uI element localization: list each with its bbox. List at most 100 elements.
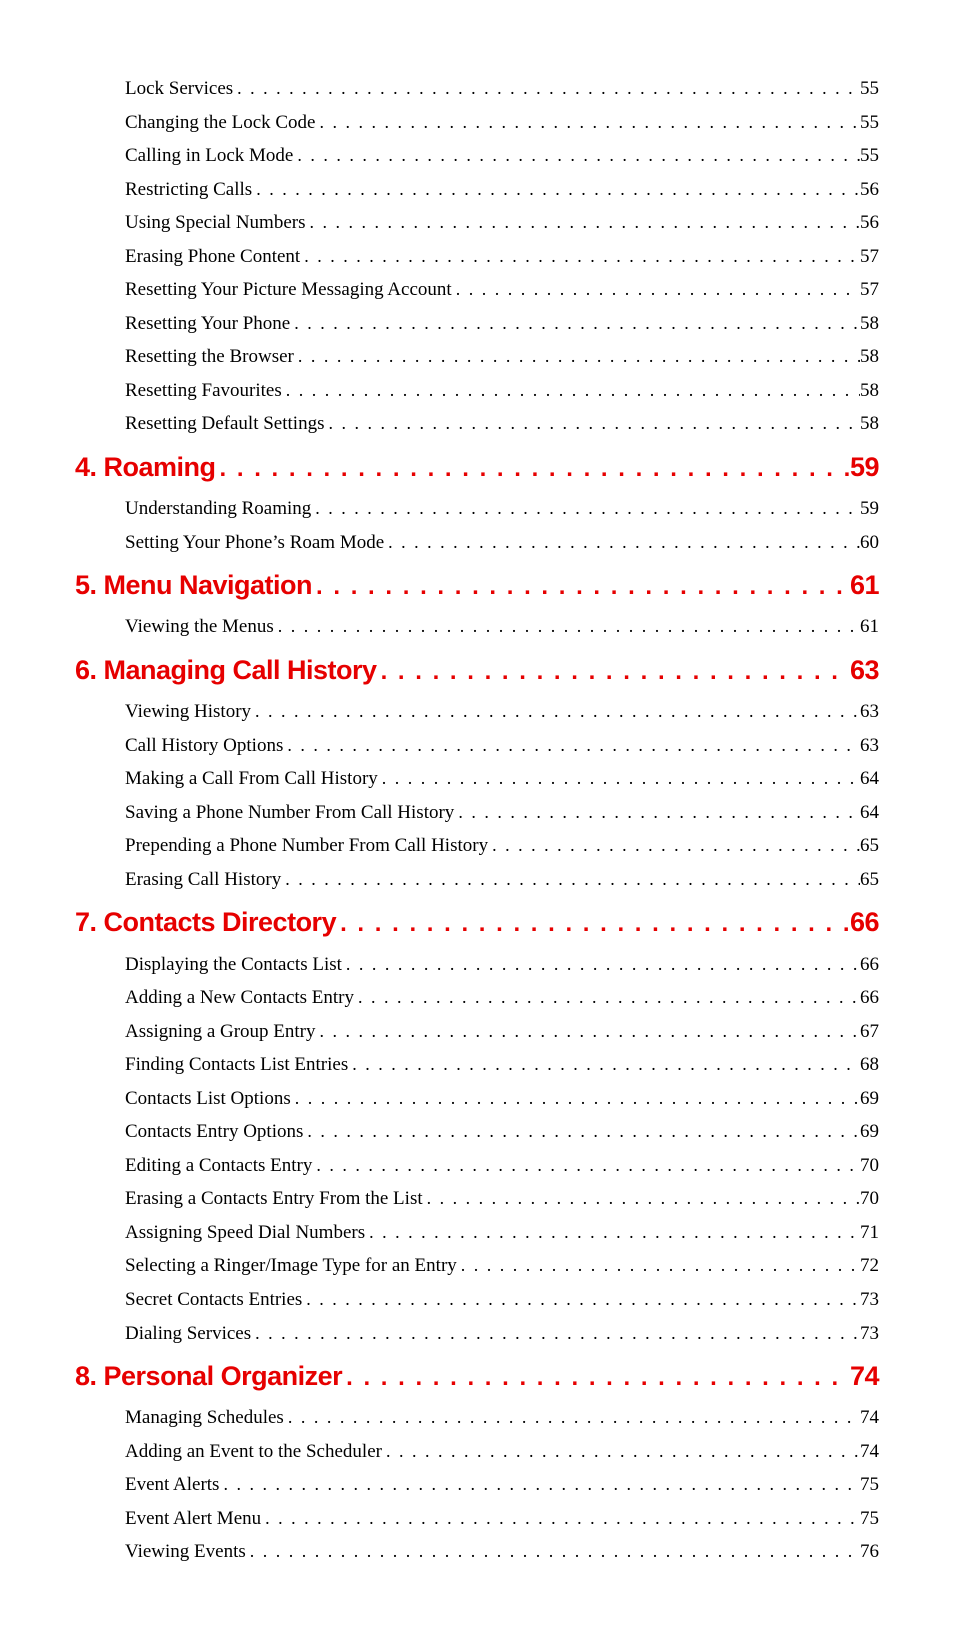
toc-leader-dots: . . . . . . . . . . . . . . . . . . . . … (312, 1152, 860, 1178)
toc-entry-label: Prepending a Phone Number From Call Hist… (125, 832, 488, 860)
toc-leader-dots: . . . . . . . . . . . . . . . . . . . . … (251, 698, 860, 724)
toc-sub-entry: Managing Schedules . . . . . . . . . . .… (75, 1404, 879, 1432)
toc-sub-entry: Assigning Speed Dial Numbers . . . . . .… (75, 1219, 879, 1247)
toc-entry-label: Assigning a Group Entry (125, 1018, 316, 1046)
toc-entry-label: Viewing Events (125, 1538, 246, 1566)
toc-sub-entry: Adding an Event to the Scheduler . . . .… (75, 1438, 879, 1466)
toc-leader-dots: . . . . . . . . . . . . . . . . . . . . … (324, 410, 860, 436)
toc-entry-page: 61 (860, 613, 879, 641)
toc-leader-dots: . . . . . . . . . . . . . . . . . . . . … (382, 1438, 860, 1464)
toc-leader-dots: . . . . . . . . . . . . . . . . . . . . … (423, 1185, 860, 1211)
toc-entry-page: 66 (860, 984, 879, 1012)
toc-sub-entry: Adding a New Contacts Entry . . . . . . … (75, 984, 879, 1012)
toc-sub-entry: Contacts List Options . . . . . . . . . … (75, 1085, 879, 1113)
toc-sub-entry: Erasing Phone Content . . . . . . . . . … (75, 243, 879, 271)
toc-entry-label: Setting Your Phone’s Roam Mode (125, 529, 384, 557)
toc-entry-page: 58 (860, 343, 879, 371)
toc-sub-entry: Erasing a Contacts Entry From the List .… (75, 1185, 879, 1213)
toc-entry-label: Calling in Lock Mode (125, 142, 293, 170)
toc-leader-dots: . . . . . . . . . . . . . . . . . . . . … (316, 1018, 860, 1044)
toc-leader-dots: . . . . . . . . . . . . . . . . . . . . … (261, 1505, 860, 1531)
toc-sub-entry: Restricting Calls . . . . . . . . . . . … (75, 176, 879, 204)
toc-sub-entry: Secret Contacts Entries . . . . . . . . … (75, 1286, 879, 1314)
toc-sub-entry: Editing a Contacts Entry . . . . . . . .… (75, 1152, 879, 1180)
toc-leader-dots: . . . . . . . . . . . . . . . . . . . . … (303, 1118, 860, 1144)
toc-leader-dots: . . . . . . . . . . . . . . . . . . . . … (233, 75, 860, 101)
toc-leader-dots: . . . . . . . . . . . . . . . . . . . . … (293, 142, 860, 168)
toc-entry-page: 69 (860, 1085, 879, 1113)
toc-entry-page: 73 (860, 1286, 879, 1314)
toc-entry-page: 75 (860, 1471, 879, 1499)
toc-sub-entry: Setting Your Phone’s Roam Mode . . . . .… (75, 529, 879, 557)
toc-leader-dots: . . . . . . . . . . . . . . . . . . . . … (300, 243, 860, 269)
toc-leader-dots: . . . . . . . . . . . . . . . . . . . . … (291, 1085, 860, 1111)
toc-leader-dots: . . . . . . . . . . . . . . . . . . . . … (246, 1538, 860, 1564)
toc-leader-dots: . . . . . . . . . . . . . . . . . . . . … (284, 1404, 860, 1430)
toc-entry-label: Editing a Contacts Entry (125, 1152, 312, 1180)
toc-entry-page: 55 (860, 109, 879, 137)
toc-entry-label: Dialing Services (125, 1320, 251, 1348)
toc-leader-dots: . . . . . . . . . . . . . . . . . . . . … (311, 495, 860, 521)
toc-entry-page: 60 (860, 529, 879, 557)
toc-leader-dots: . . . . . . . . . . . . . . . . . . . . … (282, 377, 860, 403)
toc-entry-label: Selecting a Ringer/Image Type for an Ent… (125, 1252, 457, 1280)
toc-sub-entry: Call History Options . . . . . . . . . .… (75, 732, 879, 760)
toc-entry-label: 4. Roaming (75, 448, 216, 487)
toc-entry-page: 58 (860, 377, 879, 405)
toc-entry-label: 7. Contacts Directory (75, 903, 336, 942)
toc-leader-dots: . . . . . . . . . . . . . . . . . . . . … (216, 452, 850, 487)
toc-entry-page: 56 (860, 209, 879, 237)
toc-leader-dots: . . . . . . . . . . . . . . . . . . . . … (454, 799, 860, 825)
toc-leader-dots: . . . . . . . . . . . . . . . . . . . . … (252, 176, 860, 202)
toc-entry-label: Resetting the Browser (125, 343, 294, 371)
toc-section-entry: 6. Managing Call History . . . . . . . .… (75, 651, 879, 690)
toc-entry-page: 65 (860, 866, 879, 894)
toc-list: Lock Services . . . . . . . . . . . . . … (75, 75, 879, 1566)
toc-entry-page: 63 (850, 651, 879, 690)
toc-entry-label: Contacts Entry Options (125, 1118, 303, 1146)
toc-sub-entry: Assigning a Group Entry . . . . . . . . … (75, 1018, 879, 1046)
toc-sub-entry: Changing the Lock Code . . . . . . . . .… (75, 109, 879, 137)
toc-entry-label: Erasing a Contacts Entry From the List (125, 1185, 423, 1213)
toc-page: Lock Services . . . . . . . . . . . . . … (0, 0, 954, 1647)
toc-leader-dots: . . . . . . . . . . . . . . . . . . . . … (274, 613, 860, 639)
toc-entry-page: 59 (850, 448, 879, 487)
toc-sub-entry: Resetting the Browser . . . . . . . . . … (75, 343, 879, 371)
toc-entry-label: Displaying the Contacts List (125, 951, 342, 979)
toc-entry-label: Making a Call From Call History (125, 765, 378, 793)
toc-sub-entry: Saving a Phone Number From Call History … (75, 799, 879, 827)
toc-entry-label: Resetting Your Phone (125, 310, 290, 338)
toc-entry-label: 6. Managing Call History (75, 651, 377, 690)
toc-entry-label: Secret Contacts Entries (125, 1286, 302, 1314)
toc-leader-dots: . . . . . . . . . . . . . . . . . . . . … (251, 1320, 860, 1346)
toc-section-entry: 4. Roaming . . . . . . . . . . . . . . .… (75, 448, 879, 487)
toc-sub-entry: Viewing History . . . . . . . . . . . . … (75, 698, 879, 726)
toc-section-entry: 8. Personal Organizer . . . . . . . . . … (75, 1357, 879, 1396)
toc-entry-page: 70 (860, 1185, 879, 1213)
toc-leader-dots: . . . . . . . . . . . . . . . . . . . . … (457, 1252, 860, 1278)
toc-entry-page: 63 (860, 698, 879, 726)
toc-sub-entry: Finding Contacts List Entries . . . . . … (75, 1051, 879, 1079)
toc-entry-label: Using Special Numbers (125, 209, 305, 237)
toc-entry-label: Adding a New Contacts Entry (125, 984, 354, 1012)
toc-entry-page: 74 (850, 1357, 879, 1396)
toc-entry-page: 74 (860, 1438, 879, 1466)
toc-entry-page: 68 (860, 1051, 879, 1079)
toc-entry-page: 57 (860, 243, 879, 271)
toc-sub-entry: Calling in Lock Mode . . . . . . . . . .… (75, 142, 879, 170)
toc-entry-label: Event Alerts (125, 1471, 219, 1499)
toc-entry-page: 61 (850, 566, 879, 605)
toc-leader-dots: . . . . . . . . . . . . . . . . . . . . … (348, 1051, 860, 1077)
toc-leader-dots: . . . . . . . . . . . . . . . . . . . . … (294, 343, 860, 369)
toc-leader-dots: . . . . . . . . . . . . . . . . . . . . … (354, 984, 860, 1010)
toc-sub-entry: Understanding Roaming . . . . . . . . . … (75, 495, 879, 523)
toc-leader-dots: . . . . . . . . . . . . . . . . . . . . … (219, 1471, 860, 1497)
toc-entry-label: Adding an Event to the Scheduler (125, 1438, 382, 1466)
toc-leader-dots: . . . . . . . . . . . . . . . . . . . . … (283, 732, 860, 758)
toc-entry-label: Resetting Favourites (125, 377, 282, 405)
toc-entry-label: Viewing the Menus (125, 613, 274, 641)
toc-sub-entry: Resetting Your Phone . . . . . . . . . .… (75, 310, 879, 338)
toc-entry-page: 71 (860, 1219, 879, 1247)
toc-sub-entry: Erasing Call History . . . . . . . . . .… (75, 866, 879, 894)
toc-entry-label: Restricting Calls (125, 176, 252, 204)
